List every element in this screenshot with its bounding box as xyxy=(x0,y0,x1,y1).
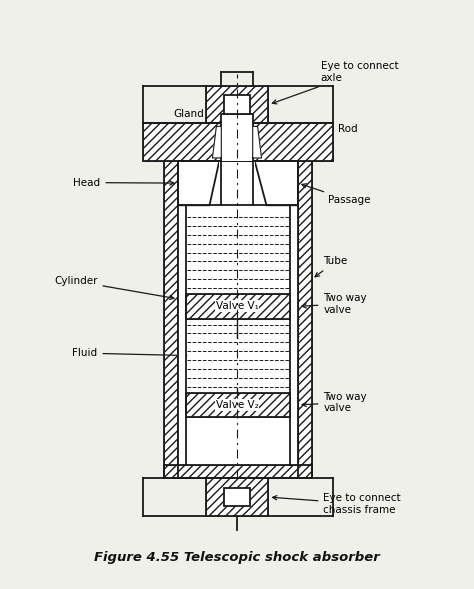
Text: Head: Head xyxy=(73,178,174,188)
Text: Two way
valve: Two way valve xyxy=(302,293,367,315)
Text: Eye to connect
axle: Eye to connect axle xyxy=(273,61,398,104)
Bar xyxy=(164,465,312,478)
Bar xyxy=(224,95,250,114)
Bar xyxy=(164,465,312,478)
Polygon shape xyxy=(178,161,219,206)
Text: Fluid: Fluid xyxy=(73,348,187,358)
Text: Valve V₁: Valve V₁ xyxy=(216,302,258,312)
Bar xyxy=(178,206,186,465)
Bar xyxy=(186,393,290,417)
Bar xyxy=(186,393,290,417)
Text: Passage: Passage xyxy=(302,184,371,206)
Text: Two way
valve: Two way valve xyxy=(302,392,367,413)
Bar xyxy=(221,124,253,161)
Text: Rod: Rod xyxy=(257,124,358,134)
Bar xyxy=(298,161,312,478)
Bar xyxy=(206,478,268,516)
Bar xyxy=(186,294,290,319)
Bar xyxy=(290,206,298,465)
Text: Tube: Tube xyxy=(315,256,348,277)
Bar xyxy=(221,114,253,161)
Text: Gland: Gland xyxy=(173,108,211,136)
Text: Cylinder: Cylinder xyxy=(54,276,174,300)
Bar xyxy=(178,161,298,465)
Bar xyxy=(186,294,290,319)
Bar xyxy=(143,124,333,161)
Bar xyxy=(224,488,250,507)
Bar xyxy=(219,161,255,206)
Polygon shape xyxy=(255,161,298,206)
Bar xyxy=(206,478,268,516)
Bar xyxy=(206,86,268,124)
Text: Valve V₂: Valve V₂ xyxy=(216,400,258,410)
Text: Eye to connect
chassis frame: Eye to connect chassis frame xyxy=(273,493,401,515)
Bar xyxy=(143,124,333,161)
Bar xyxy=(298,161,312,478)
Bar xyxy=(164,161,178,478)
Polygon shape xyxy=(212,127,221,158)
Bar xyxy=(206,86,268,124)
Polygon shape xyxy=(253,127,262,158)
Bar xyxy=(164,161,178,478)
Text: Figure 4.55 Telescopic shock absorber: Figure 4.55 Telescopic shock absorber xyxy=(94,551,380,564)
